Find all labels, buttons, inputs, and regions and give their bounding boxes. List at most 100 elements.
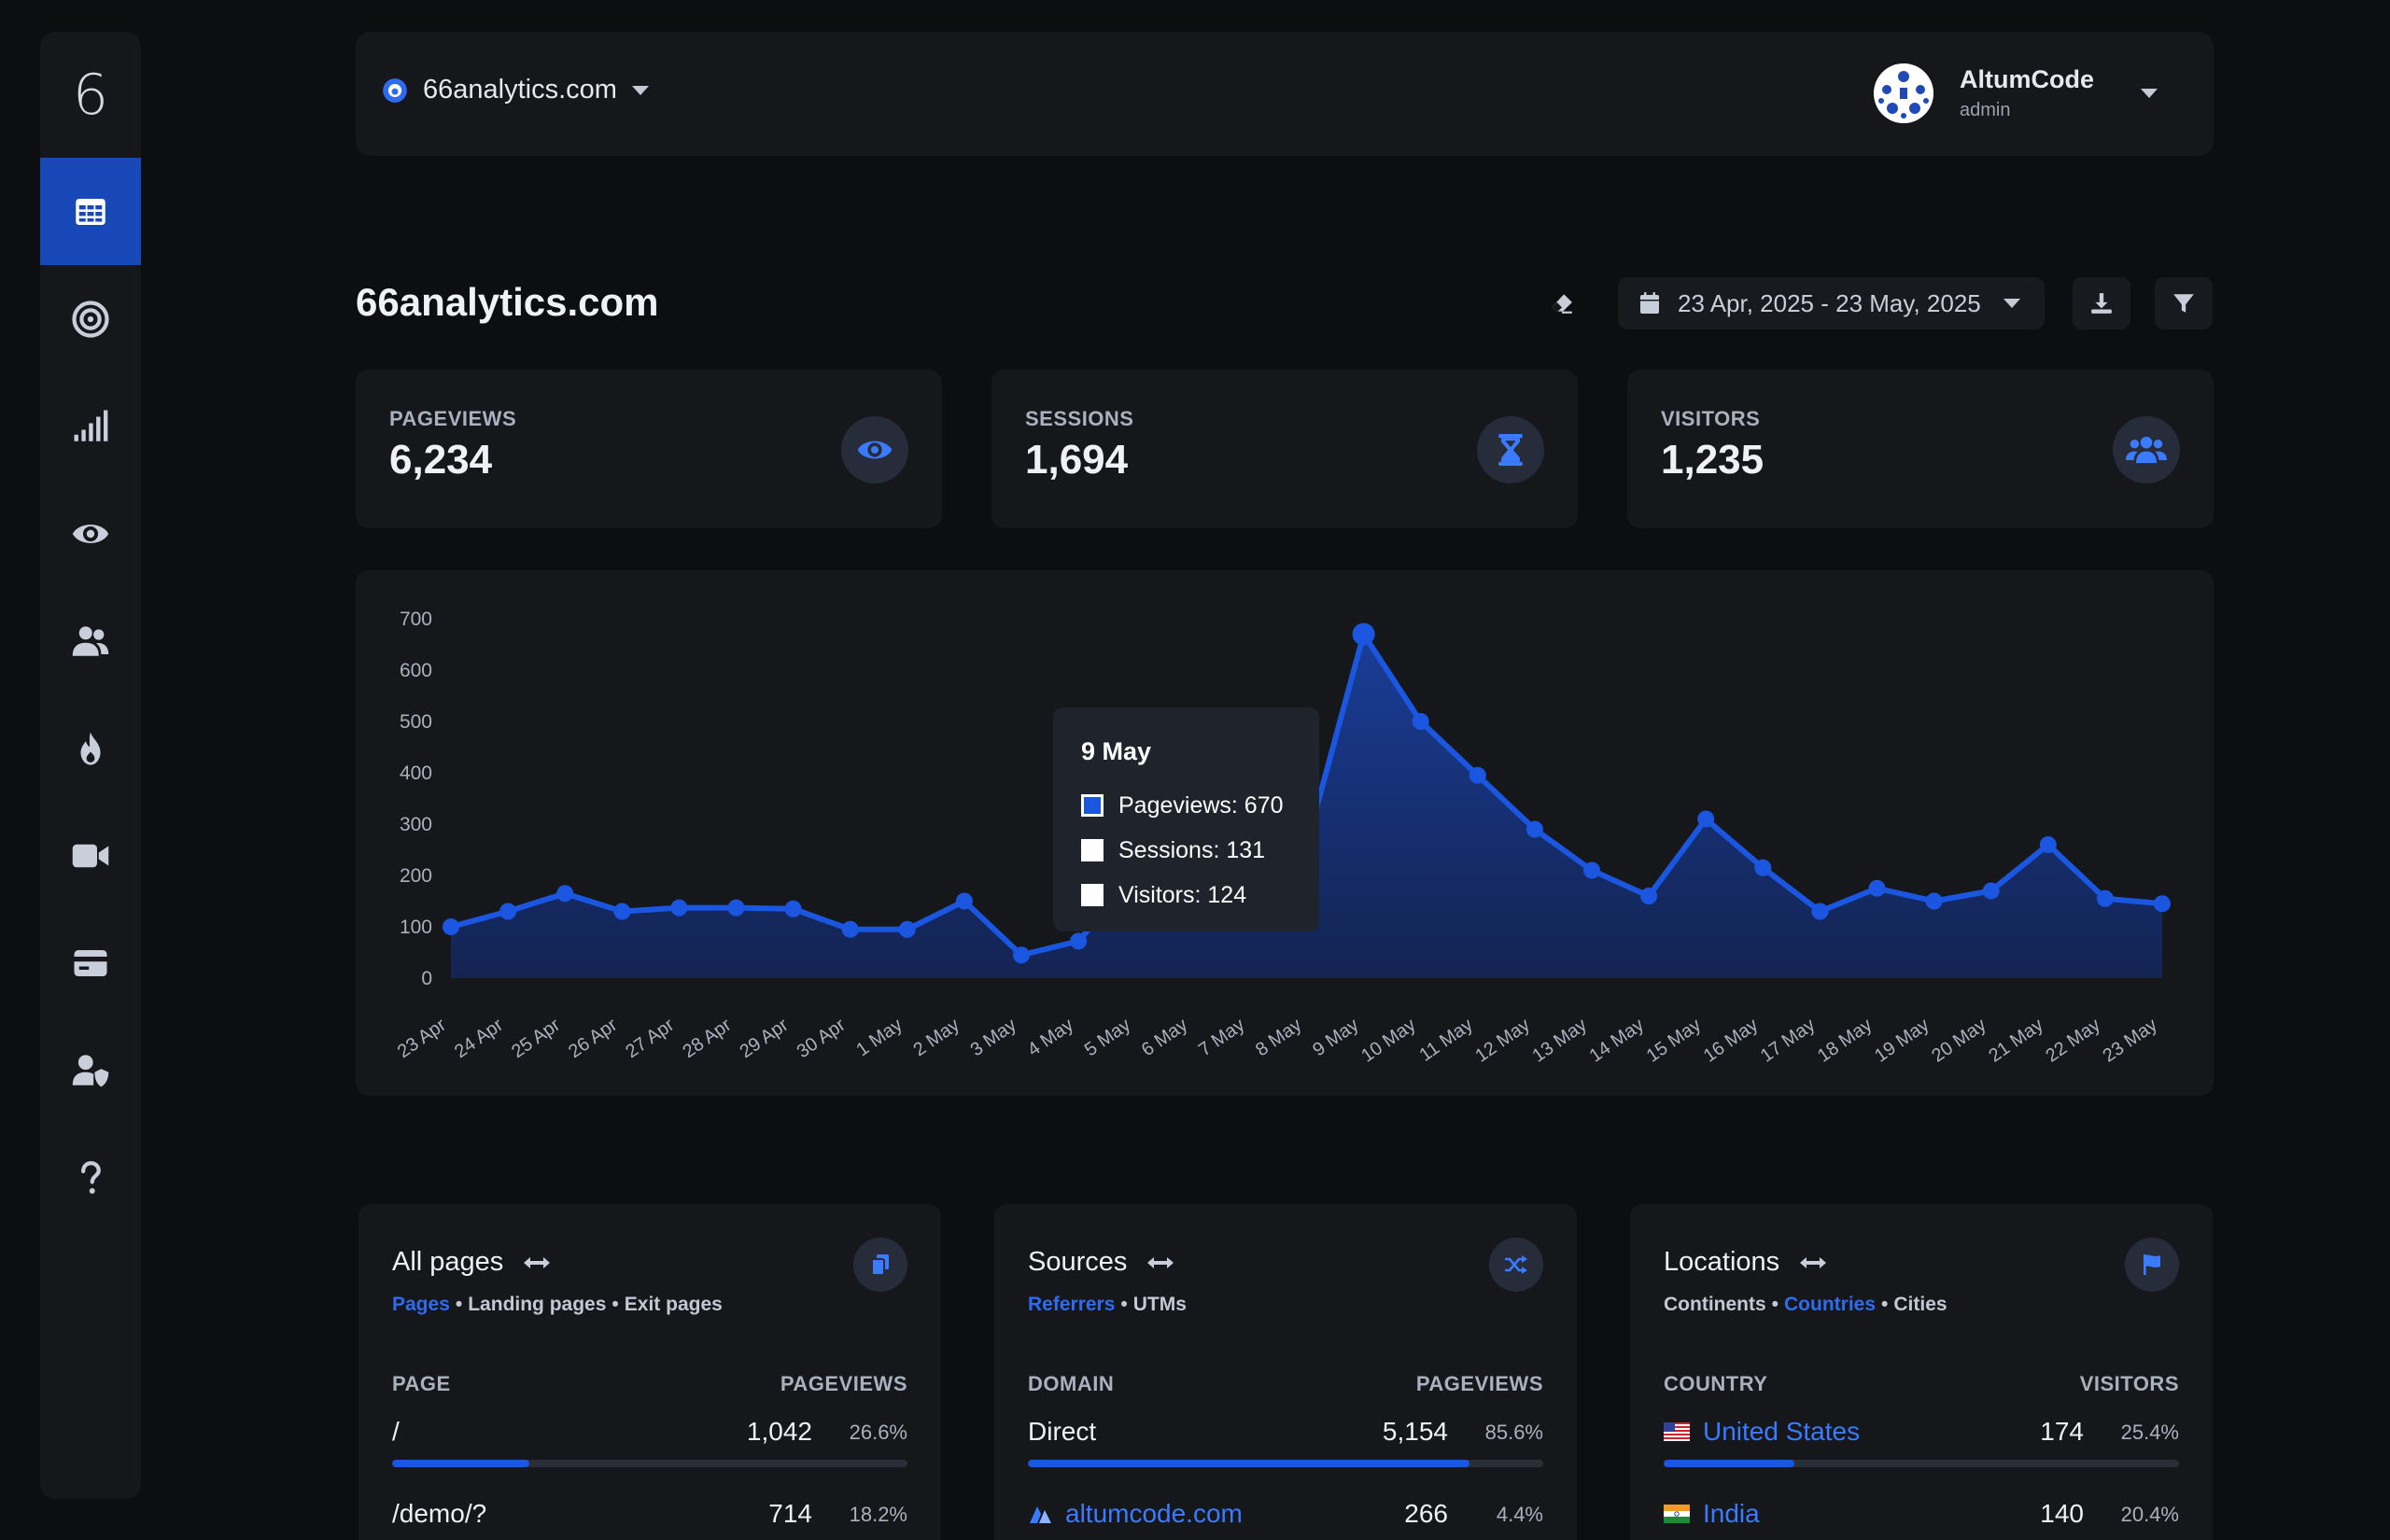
row-value: 5,154 xyxy=(1382,1417,1448,1446)
data-point xyxy=(784,900,802,917)
filter-icon xyxy=(2173,294,2194,313)
row-name[interactable]: India xyxy=(1664,1499,1760,1529)
chevron-down-icon xyxy=(631,85,649,95)
row-value: 174 xyxy=(2040,1417,2084,1446)
tab-referrers[interactable]: Referrers xyxy=(1028,1294,1116,1315)
row-value: 140 xyxy=(2040,1499,2084,1528)
sidebar-item-admin[interactable] xyxy=(40,1016,141,1124)
eraser-icon[interactable] xyxy=(1550,291,1574,315)
card-title: Sources xyxy=(1028,1247,1174,1278)
filter-button[interactable] xyxy=(2155,277,2213,329)
download-button[interactable] xyxy=(2073,277,2130,329)
table-row[interactable]: /demo/? 714 18.2% xyxy=(392,1493,907,1540)
data-point xyxy=(1925,892,1943,910)
app-logo[interactable]: 6 xyxy=(72,62,109,128)
x-tick-label: 15 May xyxy=(1643,1015,1705,1067)
row-name[interactable]: altumcode.com xyxy=(1028,1499,1243,1529)
eye-icon xyxy=(841,416,908,483)
tab-pages[interactable]: Pages xyxy=(392,1294,450,1315)
sidebar-item-visitors-view[interactable] xyxy=(40,480,141,587)
y-tick-label: 500 xyxy=(400,711,432,733)
progress-bar xyxy=(1028,1460,1543,1467)
expand-horizontal-icon[interactable] xyxy=(1800,1254,1827,1271)
x-tick-label: 8 May xyxy=(1252,1015,1305,1060)
sidebar-item-billing[interactable] xyxy=(40,909,141,1016)
card-title-label: Sources xyxy=(1028,1247,1128,1277)
sidebar-item-help[interactable] xyxy=(40,1124,141,1231)
table-header: DOMAIN PAGEVIEWS xyxy=(1028,1372,1543,1396)
x-tick-label: 29 Apr xyxy=(736,1015,792,1062)
table-row[interactable]: / 1,042 26.6% xyxy=(392,1411,907,1467)
website-selector[interactable]: 66analytics.com xyxy=(382,75,649,105)
x-tick-label: 21 May xyxy=(1985,1015,2046,1067)
users-icon xyxy=(2113,416,2180,483)
stat-card-pageviews: PAGEVIEWS 6,234 xyxy=(356,370,942,528)
user-shield-icon xyxy=(72,1054,109,1086)
row-name[interactable]: United States xyxy=(1664,1417,1860,1447)
tab-countries[interactable]: Countries xyxy=(1784,1294,1877,1315)
website-selector-label: 66analytics.com xyxy=(423,75,617,105)
video-icon xyxy=(72,844,109,867)
card-all-pages: All pages Pages • Landing pages • Exit pages… xyxy=(358,1204,941,1540)
data-point xyxy=(1352,623,1375,646)
avatar xyxy=(1874,63,1933,123)
y-tick-label: 400 xyxy=(400,763,432,784)
page-title: 66analytics.com xyxy=(356,280,659,324)
x-tick-label: 26 Apr xyxy=(565,1015,621,1062)
site-favicon-icon xyxy=(1030,1506,1051,1523)
x-tick-label: 5 May xyxy=(1081,1015,1134,1060)
user-menu[interactable]: AltumCode admin xyxy=(1874,63,2158,123)
table-row[interactable]: Direct 5,154 85.6% xyxy=(1028,1411,1543,1467)
sidebar-item-users[interactable] xyxy=(40,587,141,694)
progress-bar xyxy=(1664,1460,2179,1467)
data-point xyxy=(2039,836,2057,853)
table-header: PAGE PAGEVIEWS xyxy=(392,1372,907,1396)
chart-card: 0 100 200 300 400 500 600 700 23 Apr 24 Apr 25 Apr… xyxy=(356,570,2214,1096)
tab-utms[interactable]: UTMs xyxy=(1132,1294,1187,1315)
sidebar-item-replays[interactable] xyxy=(40,802,141,909)
tooltip-row: Visitors: 124 xyxy=(1081,873,1319,917)
table-header: COUNTRY VISITORS xyxy=(1664,1372,2179,1396)
table-row[interactable]: United States 174 25.4% xyxy=(1664,1411,2179,1467)
tab-cities[interactable]: Cities xyxy=(1893,1294,1947,1315)
x-tick-label: 28 Apr xyxy=(679,1015,735,1062)
table-row[interactable]: India 140 20.4% xyxy=(1664,1493,2179,1540)
eye-icon xyxy=(72,524,109,543)
expand-horizontal-icon[interactable] xyxy=(524,1254,551,1271)
shuffle-icon[interactable] xyxy=(1489,1238,1543,1292)
tab-landing-pages[interactable]: Landing pages xyxy=(468,1294,607,1315)
x-tick-label: 7 May xyxy=(1195,1015,1248,1060)
x-tick-label: 4 May xyxy=(1024,1015,1077,1060)
table-row[interactable]: altumcode.com 266 4.4% xyxy=(1028,1493,1543,1540)
sidebar-item-realtime[interactable] xyxy=(40,372,141,480)
grid-icon xyxy=(76,198,105,225)
x-tick-label: 13 May xyxy=(1529,1015,1591,1067)
date-range-picker[interactable]: 23 Apr, 2025 - 23 May, 2025 xyxy=(1618,277,2045,329)
sidebar-item-goals[interactable] xyxy=(40,265,141,372)
data-point xyxy=(1640,888,1658,904)
tab-continents[interactable]: Continents xyxy=(1664,1294,1766,1315)
row-name: /demo/? xyxy=(392,1499,487,1528)
data-point xyxy=(613,903,631,920)
pageviews-chart[interactable]: 0 100 200 300 400 500 600 700 23 Apr 24 Apr 25 Apr… xyxy=(356,570,2214,1096)
tab-exit-pages[interactable]: Exit pages xyxy=(624,1294,723,1315)
x-tick-label: 14 May xyxy=(1586,1015,1648,1067)
data-point xyxy=(1697,810,1715,828)
tooltip-row: Pageviews: 670 xyxy=(1081,783,1319,828)
x-tick-label: 2 May xyxy=(910,1015,963,1060)
india-flag-icon xyxy=(1664,1505,1690,1523)
card-tabs: Referrers • UTMs xyxy=(1028,1294,1187,1315)
x-tick-label: 1 May xyxy=(852,1015,906,1060)
data-point xyxy=(2154,895,2171,913)
sidebar-item-heatmaps[interactable] xyxy=(40,694,141,802)
flag-icon[interactable] xyxy=(2125,1238,2179,1292)
data-point xyxy=(1070,932,1088,950)
row-value: 714 xyxy=(768,1499,812,1528)
card-sources: Sources Referrers • UTMs DOMAIN PAGEVIEWS … xyxy=(994,1204,1577,1540)
sidebar-item-dashboard[interactable] xyxy=(40,158,141,265)
x-tick-label: 24 Apr xyxy=(451,1015,507,1062)
y-tick-label: 200 xyxy=(400,865,432,887)
fire-icon xyxy=(80,732,101,764)
copy-icon[interactable] xyxy=(853,1238,907,1292)
expand-horizontal-icon[interactable] xyxy=(1147,1254,1174,1271)
